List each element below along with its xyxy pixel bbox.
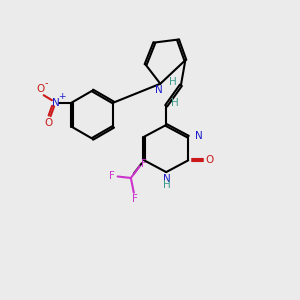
Text: F: F <box>141 159 147 169</box>
Text: F: F <box>132 194 138 204</box>
Text: N: N <box>195 131 203 141</box>
Text: H: H <box>163 180 171 190</box>
Text: O: O <box>44 118 52 128</box>
Text: H: H <box>171 98 179 109</box>
Text: O: O <box>206 155 214 165</box>
Text: +: + <box>58 92 66 100</box>
Text: N: N <box>155 85 163 94</box>
Text: N: N <box>163 174 171 184</box>
Text: N: N <box>52 98 59 108</box>
Text: O: O <box>36 84 44 94</box>
Text: F: F <box>109 172 115 182</box>
Text: -: - <box>45 78 48 88</box>
Text: H: H <box>169 77 176 87</box>
